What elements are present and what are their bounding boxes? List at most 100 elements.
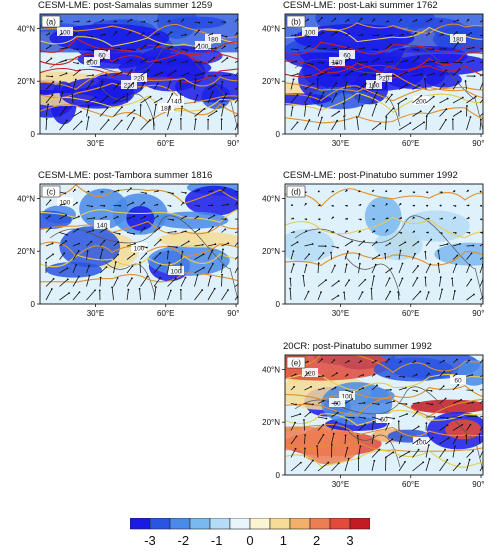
wind-arrowhead (321, 17, 323, 19)
wind-arrowhead (214, 243, 216, 245)
colorbar-swatch (250, 518, 270, 529)
wind-arrowhead (227, 204, 229, 206)
x-tick-label: 90°E (227, 309, 240, 318)
wind-arrowhead (215, 83, 217, 85)
wind-arrowhead (238, 119, 240, 121)
colorbar-swatch (130, 518, 150, 529)
wind-arrowhead (322, 424, 324, 426)
anomaly-shading (374, 357, 454, 381)
wind-arrowhead (484, 447, 485, 449)
wind-arrowhead (348, 279, 350, 281)
wind-arrowhead (346, 230, 348, 232)
wind-arrowhead (200, 61, 202, 63)
wind-arrowhead (78, 243, 80, 245)
wind-arrowhead (78, 250, 80, 252)
wind-arrowhead (297, 241, 299, 243)
wind-arrowhead (195, 78, 197, 80)
wind-arrowhead (294, 422, 296, 424)
contour-label: 100 (60, 200, 71, 207)
wind-arrowhead (305, 230, 307, 232)
wind-arrowhead (426, 205, 428, 207)
wind-arrowhead (306, 264, 308, 266)
wind-arrowhead (364, 279, 366, 281)
wind-arrowhead (159, 252, 161, 254)
y-tick-label: 40°N (17, 24, 35, 33)
wind-arrowhead (359, 204, 361, 206)
wind-arrowhead (157, 20, 159, 22)
wind-arrowhead (390, 44, 392, 46)
wind-arrowhead (413, 217, 415, 219)
wind-arrowhead (371, 288, 373, 290)
wind-arrowhead (397, 291, 399, 293)
y-tick-label: 40°N (262, 24, 280, 33)
wind-arrowhead (106, 107, 108, 109)
wind-arrowhead (292, 106, 294, 108)
wind-arrowhead (338, 74, 340, 76)
wind-arrowhead (330, 252, 332, 254)
wind-arrowhead (454, 190, 456, 192)
wind-arrowhead (216, 110, 218, 112)
wind-arrowhead (92, 80, 94, 82)
wind-arrowhead (95, 97, 97, 99)
contour-label: 60 (454, 378, 462, 385)
anomaly-shading (155, 212, 229, 229)
wind-arrowhead (46, 118, 48, 120)
wind-arrowhead (474, 75, 476, 77)
wind-arrowhead (118, 190, 120, 192)
wind-arrowhead (149, 119, 151, 121)
wind-arrowhead (143, 33, 145, 35)
wind-arrowhead (224, 187, 226, 189)
wind-arrowhead (416, 374, 418, 376)
wind-arrowhead (374, 230, 376, 232)
wind-arrowhead (145, 192, 147, 194)
wind-arrowhead (387, 217, 389, 219)
wind-arrowhead (312, 403, 314, 405)
wind-arrowhead (441, 288, 443, 290)
wind-arrowhead (304, 447, 306, 449)
wind-arrowhead (335, 93, 337, 95)
anomaly-shading (148, 245, 230, 276)
colorbar-swatch (290, 518, 310, 529)
wind-arrowhead (52, 94, 54, 96)
wind-arrowhead (198, 43, 200, 45)
wind-arrowhead (123, 96, 125, 98)
wind-arrowhead (134, 49, 136, 51)
wind-arrowhead (186, 49, 188, 51)
wind-arrowhead (65, 106, 67, 108)
wind-arrowhead (421, 74, 423, 76)
wind-arrowhead (180, 93, 182, 95)
wind-arrowhead (66, 47, 68, 49)
wind-arrowhead (348, 47, 350, 49)
wind-arrowhead (157, 215, 159, 217)
wind-arrowhead (413, 231, 415, 233)
map-svg: 120100601006060(e)020°N40°N30°E60°E90°E (255, 343, 485, 498)
wind-vector (304, 420, 305, 431)
wind-arrowhead (433, 73, 435, 75)
wind-arrowhead (157, 83, 159, 85)
wind-arrowhead (457, 19, 459, 21)
wind-arrowhead (80, 111, 82, 113)
wind-arrowhead (335, 48, 337, 50)
wind-arrowhead (351, 70, 353, 72)
wind-arrowhead (393, 418, 395, 420)
y-tick-label: 0 (31, 130, 36, 139)
wind-arrowhead (289, 288, 291, 290)
wind-arrowhead (87, 250, 89, 252)
wind-arrowhead (118, 83, 120, 85)
wind-arrowhead (362, 105, 364, 107)
wind-arrowhead (161, 98, 163, 100)
wind-arrowhead (224, 45, 226, 47)
wind-arrowhead (307, 19, 309, 21)
wind-arrowhead (180, 263, 182, 265)
colorbar-swatch (150, 518, 170, 529)
wind-arrowhead (121, 120, 123, 122)
wind-arrowhead (379, 449, 381, 451)
wind-arrowhead (159, 227, 161, 229)
wind-arrowhead (221, 81, 223, 83)
wind-arrowhead (176, 246, 178, 248)
wind-arrowhead (424, 277, 426, 279)
wind-arrowhead (180, 289, 182, 291)
wind-arrowhead (198, 190, 200, 192)
wind-arrowhead (455, 232, 457, 234)
wind-arrowhead (409, 122, 411, 124)
